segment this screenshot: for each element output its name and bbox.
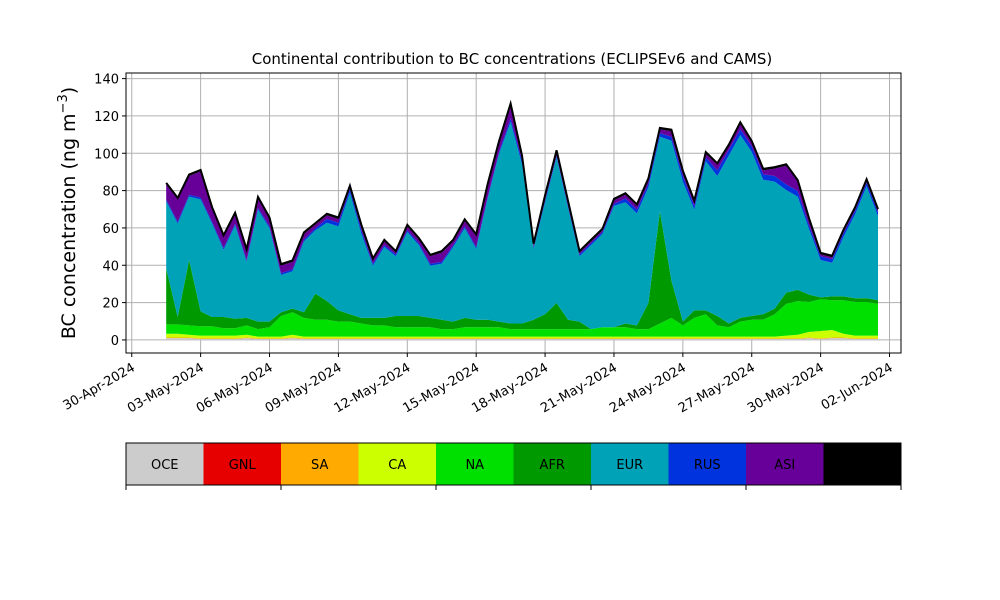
- x-tick-label: 15-May-2024: [401, 360, 483, 416]
- legend-label: GNL: [229, 458, 257, 473]
- legend-item-asi: ASI: [746, 443, 824, 485]
- legend-label: AFR: [540, 458, 565, 473]
- legend-swatch: [513, 443, 591, 485]
- y-axis-label-exponent: −3: [56, 94, 71, 113]
- legend-item-ca: CA: [358, 443, 436, 485]
- x-axis: 30-Apr-202403-May-202406-May-202409-May-…: [61, 353, 896, 416]
- x-tick-label: 06-May-2024: [194, 360, 276, 416]
- legend-item-aus: AUS: [823, 443, 901, 485]
- total-line: [165, 99, 879, 266]
- legend-swatch: [281, 443, 359, 485]
- y-axis-label-main: BC concentration (ng m: [58, 113, 80, 339]
- y-tick-label: 40: [102, 259, 119, 274]
- legend-frame: [125, 442, 902, 486]
- y-tick-label: 80: [102, 185, 119, 200]
- legend-item-na: NA: [436, 443, 514, 485]
- x-tick-label: 21-May-2024: [538, 360, 620, 416]
- x-tick-label: 02-Jun-2024: [819, 360, 896, 413]
- y-axis: 0 20 40 60 80 100 120 140: [94, 73, 126, 349]
- y-axis-label: BC concentration (ng m−3): [56, 87, 80, 339]
- x-tick-label: 12-May-2024: [332, 360, 414, 416]
- y-tick-label: 20: [102, 297, 119, 312]
- area-eur: [166, 121, 878, 330]
- x-tick-label: 18-May-2024: [469, 360, 551, 416]
- y-tick-label: 0: [111, 334, 119, 349]
- x-tick-label: 09-May-2024: [263, 360, 345, 416]
- area-na: [166, 299, 878, 337]
- legend-swatch: [436, 443, 514, 485]
- area-ca: [166, 330, 878, 339]
- legend-swatch: [823, 443, 901, 485]
- legend-item-afr: AFR: [513, 443, 591, 485]
- legend-label: NA: [465, 458, 484, 473]
- legend-item-rus: RUS: [668, 443, 746, 485]
- legend-label: ASI: [774, 458, 795, 473]
- x-tick-label: 03-May-2024: [125, 360, 207, 416]
- legend-item-oce: OCE: [126, 443, 204, 485]
- legend-colorbar: OCE GNL SA CA NA AFR EUR RUS ASI AUS: [125, 442, 902, 490]
- y-tick-label: 100: [94, 147, 119, 162]
- y-tick-label: 140: [94, 73, 119, 88]
- legend-swatch: [126, 443, 204, 485]
- legend-swatch: [746, 443, 824, 485]
- area-sa: [166, 337, 878, 339]
- x-tick-label: 27-May-2024: [676, 360, 758, 416]
- legend-swatch: [358, 443, 436, 485]
- legend-swatch: [591, 443, 669, 485]
- legend-item-sa: SA: [281, 443, 359, 485]
- y-axis-label-close: ): [58, 87, 80, 94]
- legend-label: OCE: [151, 458, 179, 473]
- x-tick-label: 24-May-2024: [607, 360, 689, 416]
- legend-label: AUS: [849, 458, 876, 473]
- y-tick-label: 60: [102, 222, 119, 237]
- legend-item-eur: EUR: [591, 443, 669, 485]
- plot-frame: [125, 72, 902, 354]
- legend-label: SA: [311, 458, 328, 473]
- x-tick-label: 30-May-2024: [745, 360, 827, 416]
- legend-swatch: [203, 443, 281, 485]
- legend-swatch: [668, 443, 746, 485]
- legend-item-gnl: GNL: [203, 443, 281, 485]
- chart-title: Continental contribution to BC concentra…: [252, 50, 773, 68]
- y-tick-label: 120: [94, 110, 119, 125]
- stacked-areas: [166, 103, 878, 340]
- legend-label: EUR: [616, 458, 643, 473]
- legend-label: CA: [388, 458, 406, 473]
- legend-label: RUS: [694, 458, 721, 473]
